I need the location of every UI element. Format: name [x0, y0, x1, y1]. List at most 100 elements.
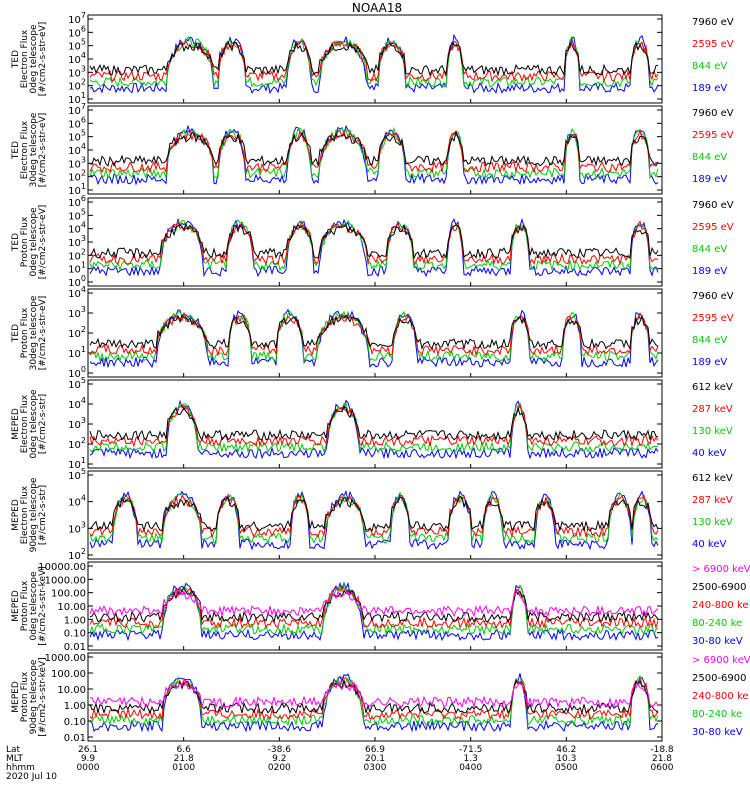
y-axis-label-line: [#/cm2-s-str-eV]	[38, 205, 48, 280]
panel-frame	[87, 379, 663, 469]
y-tick-label: 103	[68, 520, 86, 535]
y-axis-label-line: MEPED	[11, 681, 21, 713]
series-trace	[89, 310, 659, 363]
y-axis-label-line: 0deg telescope	[29, 571, 39, 641]
legend-entry: 612 keV	[692, 473, 733, 484]
y-tick-label: 101	[68, 345, 86, 360]
y-axis-label-line: [#/cm2-s-str-eV]	[38, 296, 48, 371]
y-axis-label-line: 90deg telescope	[29, 659, 39, 734]
legend-entry: 844 eV	[692, 152, 727, 163]
y-tick-label: 100.00	[51, 589, 86, 600]
x-tick-label: 46.2	[556, 745, 576, 755]
y-axis-label-line: [#/cm2-s-str-eV]	[38, 22, 48, 97]
series-trace	[89, 126, 659, 180]
y-axis-label-line: Proton Flux	[20, 671, 30, 722]
y-axis-label-line: [#/cm2-s-str-keV]	[38, 566, 48, 645]
y-axis-label-line: Electron Flux	[20, 29, 30, 88]
y-axis-label: MEPEDElectron Flux0deg telescope[#/cm2-s…	[11, 389, 48, 459]
legend-entry: 40 keV	[692, 448, 726, 459]
legend-entry: 2500-6900	[692, 582, 747, 593]
y-axis-label-line: TED	[11, 324, 21, 343]
legend-entry: 612 keV	[692, 382, 733, 393]
x-tick-label: 0200	[268, 763, 291, 773]
y-tick-label: 10000.00	[38, 562, 86, 573]
y-axis-label: TEDProton Flux30deg telescope[#/cm2-s-st…	[11, 295, 48, 370]
series-trace	[89, 128, 659, 174]
x-tick-label: 0600	[651, 763, 674, 773]
series-trace	[89, 399, 659, 460]
legend-entry: 7960 eV	[692, 108, 734, 119]
panel-7: 10000.00 1000.00 100.00 10.00 1.00 0.10 0.01 ME…	[11, 561, 750, 653]
y-axis-label-line: MEPED	[11, 408, 21, 440]
x-axis-row-label: MLT	[6, 754, 24, 764]
series-trace	[89, 308, 659, 369]
x-tick-label: -18.8	[650, 745, 674, 755]
panel-frame	[87, 105, 663, 195]
y-axis-label-line: 30deg telescope	[29, 112, 39, 187]
legend-entry: 7960 eV	[692, 17, 734, 28]
chart-title: NOAA18	[352, 1, 402, 15]
series-trace	[89, 217, 659, 278]
panel-frame	[87, 288, 663, 378]
y-axis-label-line: Proton Flux	[20, 580, 30, 631]
series-trace	[89, 314, 659, 351]
series-trace	[89, 405, 659, 442]
y-axis-label: MEPEDElectron Flux90deg telescope[#/cm2-…	[11, 477, 48, 552]
series-trace	[89, 680, 659, 709]
y-axis-label-line: MEPED	[11, 590, 21, 622]
x-tick-label: 9.9	[81, 754, 96, 764]
y-tick-label: 102	[68, 547, 86, 562]
y-tick-label: 1.00	[64, 701, 86, 712]
legend-entry: 2595 eV	[692, 313, 734, 324]
legend-entry: 130 keV	[692, 426, 733, 437]
legend-entry: 7960 eV	[692, 200, 734, 211]
y-axis-label: TEDElectron Flux30deg telescope[#/cm2-s-…	[11, 112, 48, 187]
y-axis-label-line: 90deg telescope	[29, 477, 39, 552]
y-tick-label: 102	[68, 325, 86, 340]
date-label: 2020 Jul 10	[6, 772, 57, 782]
y-tick-label: 0.01	[64, 733, 86, 744]
y-tick-label: 10.00	[57, 685, 86, 696]
x-tick-label: 0100	[172, 763, 195, 773]
y-axis-label: TEDProton Flux0deg telescope[#/cm2-s-str…	[11, 205, 48, 280]
legend-entry: 2500-6900	[692, 673, 747, 684]
y-tick-label: 1000.00	[45, 653, 86, 664]
series-trace	[89, 219, 659, 272]
x-tick-label: 26.1	[78, 745, 98, 755]
y-axis-label-line: 0deg telescope	[29, 389, 39, 459]
legend-entry: > 6900 keV	[692, 564, 750, 575]
y-tick-label: 0.01	[64, 642, 86, 653]
y-axis-label-line: Proton Flux	[20, 307, 30, 358]
legend-entry: 189 eV	[692, 83, 727, 94]
y-axis-label: MEPEDProton Flux0deg telescope[#/cm2-s-s…	[11, 566, 48, 645]
legend-entry: 40 keV	[692, 539, 726, 550]
legend-entry: 80-240 ke	[692, 709, 742, 720]
series-trace	[89, 678, 659, 715]
legend-entry: 844 eV	[692, 335, 727, 346]
series-trace	[89, 673, 659, 733]
series-trace	[89, 492, 659, 539]
legend-entry: 189 eV	[692, 174, 727, 185]
y-axis-label-line: [#/cm2-s-str-keV]	[38, 657, 48, 736]
y-tick-label: 0.10	[64, 717, 86, 728]
y-axis-label-line: Proton Flux	[20, 216, 30, 267]
x-tick-label: -38.6	[268, 745, 292, 755]
series-trace	[89, 582, 659, 636]
x-axis-row-label: Lat	[6, 745, 21, 755]
legend-entry: 287 keV	[692, 495, 733, 506]
legend-entry: 844 eV	[692, 61, 727, 72]
x-tick-label: 20.1	[365, 754, 385, 764]
y-axis-label-line: 0deg telescope	[29, 24, 39, 94]
y-axis-label-line: TED	[11, 141, 21, 160]
y-axis-label-line: MEPED	[11, 499, 21, 531]
x-tick-label: 6.6	[177, 745, 192, 755]
y-axis-label-line: 0deg telescope	[29, 207, 39, 277]
y-tick-label: 1.00	[64, 615, 86, 626]
x-tick-label: 66.9	[365, 745, 385, 755]
series-trace	[89, 588, 659, 618]
x-axis-row-label: hhmm	[6, 763, 35, 773]
series-trace	[89, 489, 659, 551]
